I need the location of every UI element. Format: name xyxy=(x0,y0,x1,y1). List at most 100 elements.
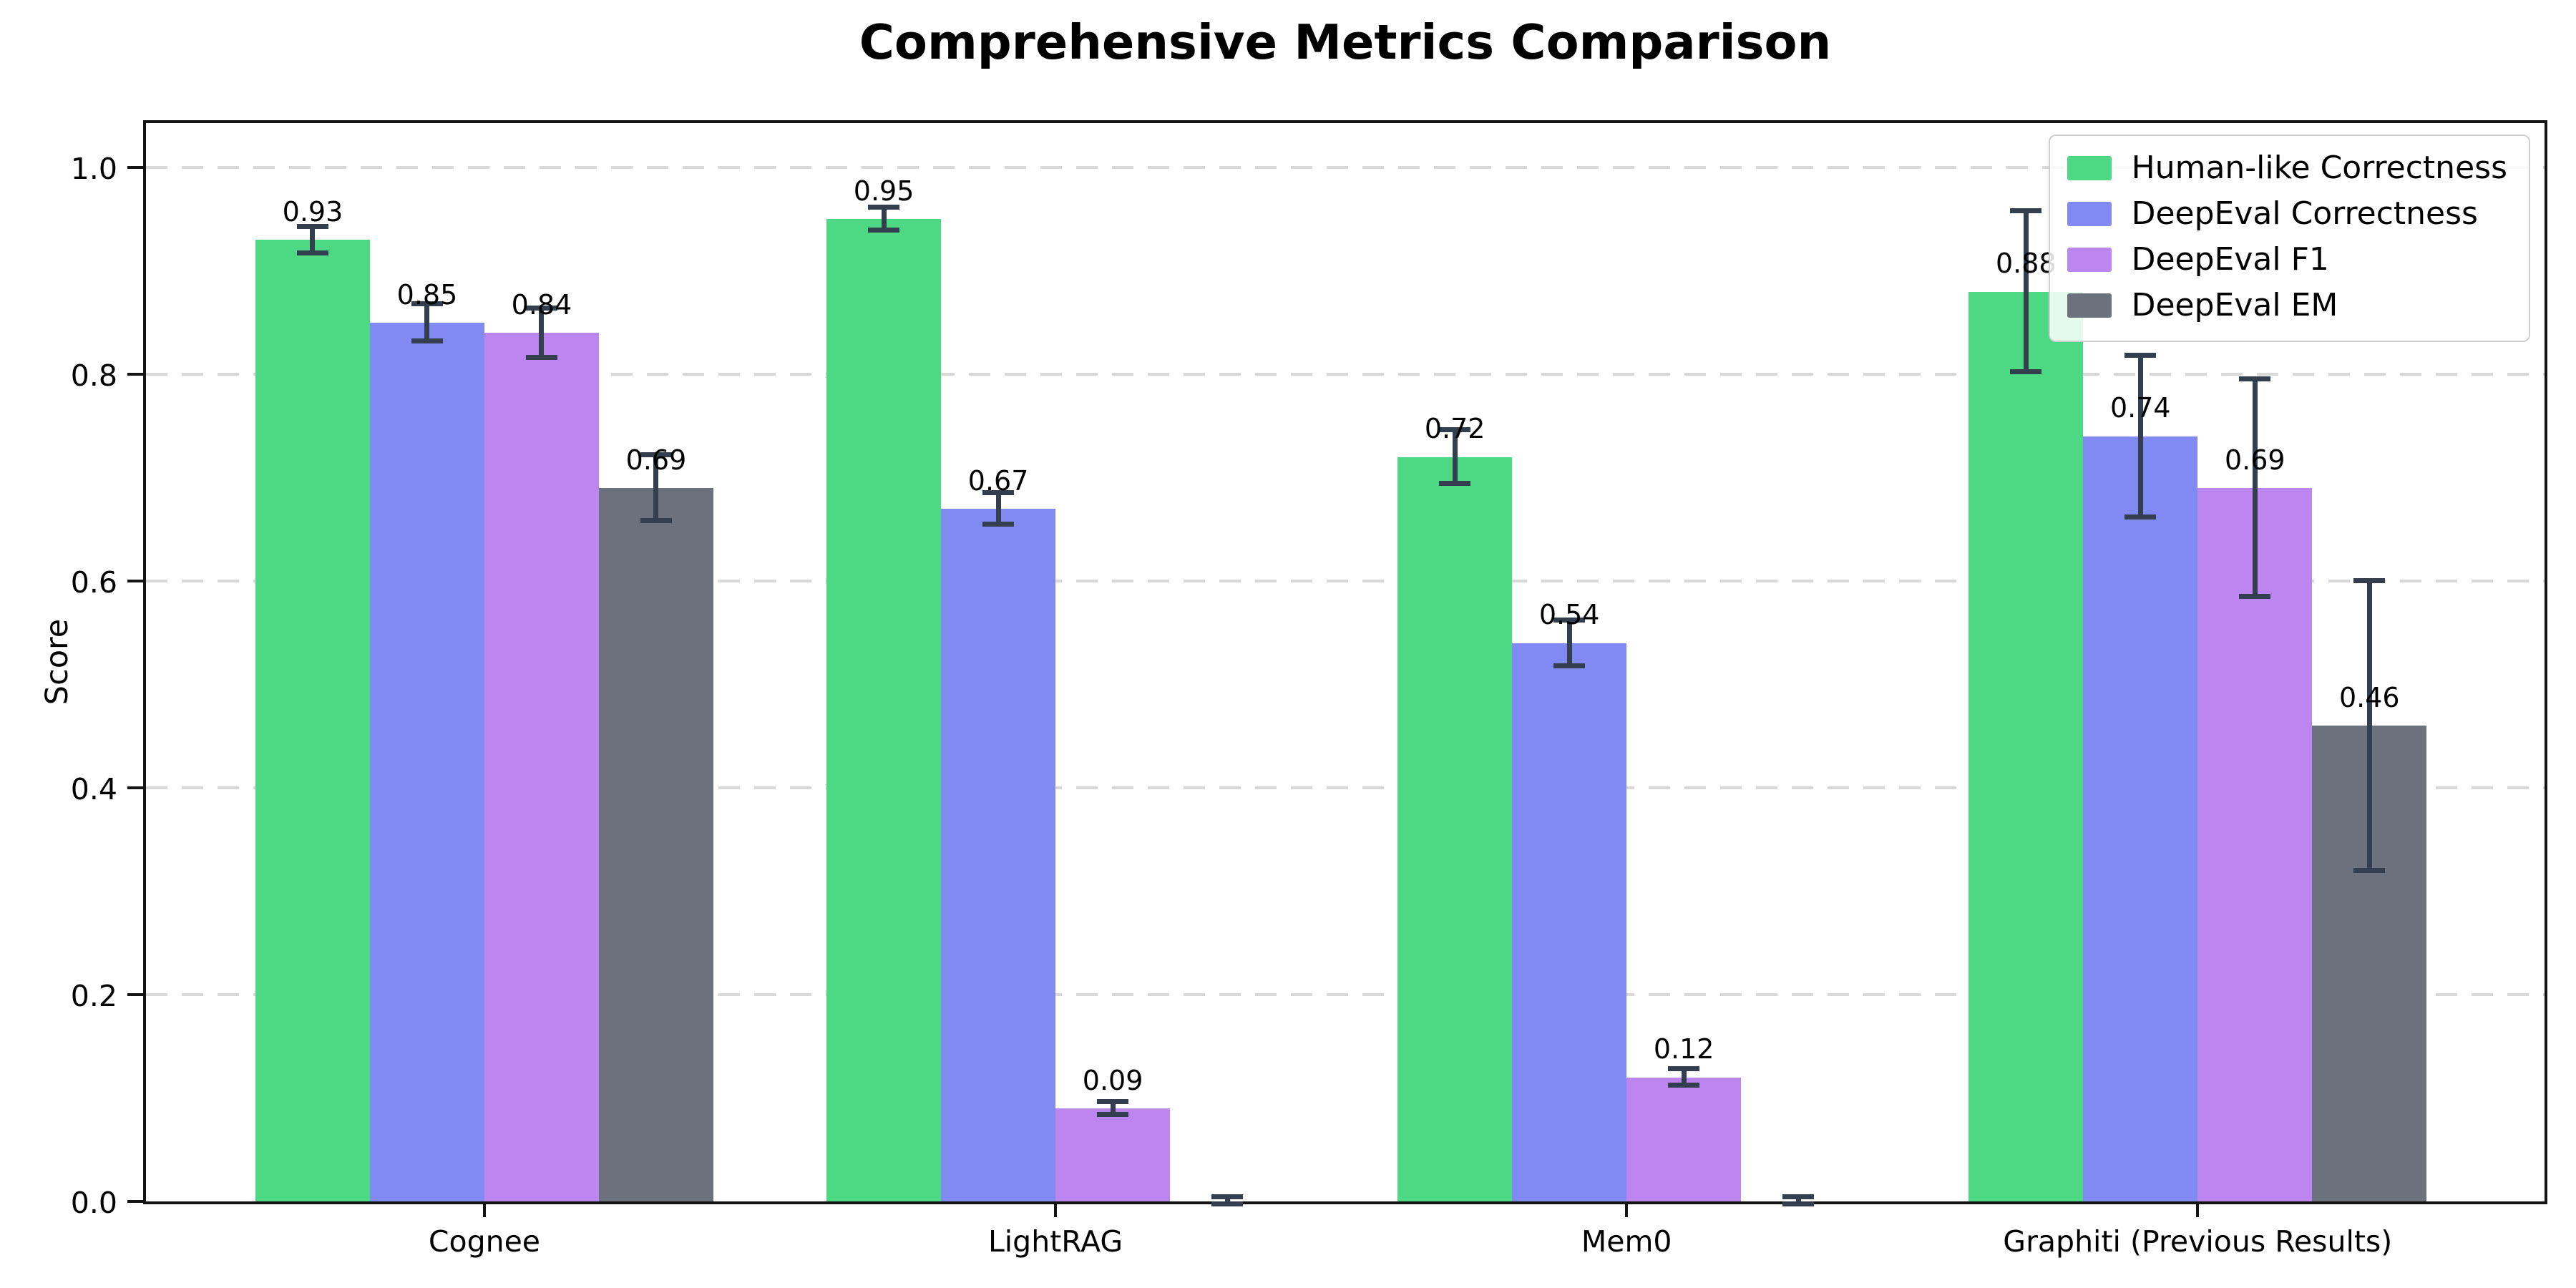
bar xyxy=(1512,643,1627,1201)
error-bar-cap xyxy=(1439,481,1471,487)
error-bar-cap xyxy=(1668,1083,1700,1088)
error-bar xyxy=(424,303,430,341)
error-bar-cap xyxy=(640,518,672,524)
error-bar-cap xyxy=(2353,867,2386,873)
chart-title: Comprehensive Metrics Comparison xyxy=(859,14,1832,70)
y-tick-mark xyxy=(127,1200,143,1203)
bar-value-label: 0.72 xyxy=(1424,413,1485,445)
bar-value-label: 0.69 xyxy=(625,444,687,476)
error-bar-cap xyxy=(2124,353,2157,358)
error-bar-cap xyxy=(1211,1201,1244,1206)
error-bar xyxy=(310,226,316,254)
error-bar-cap xyxy=(525,305,557,311)
error-bar xyxy=(1110,1102,1116,1115)
error-bar xyxy=(1566,620,1572,666)
legend-swatch xyxy=(2067,156,2112,180)
error-bar-cap xyxy=(2010,208,2042,213)
bar-value-label: 0.84 xyxy=(511,288,572,321)
error-bar-cap xyxy=(525,355,557,360)
error-bar-cap xyxy=(1097,1111,1129,1117)
gridline xyxy=(146,786,2545,790)
error-bar-cap xyxy=(1439,427,1471,433)
y-axis-label: Score xyxy=(39,618,75,706)
bar xyxy=(2083,436,2198,1201)
y-tick-label: 0.0 xyxy=(70,1186,117,1220)
y-tick-mark xyxy=(127,993,143,997)
error-bar-cap xyxy=(296,223,328,229)
error-bar-cap xyxy=(1097,1099,1129,1105)
error-bar-cap xyxy=(1782,1194,1815,1200)
error-bar-cap xyxy=(2124,514,2157,519)
x-tick-mark xyxy=(1625,1201,1629,1217)
y-tick-label: 0.8 xyxy=(70,358,117,394)
bar-value-label: 0.93 xyxy=(282,195,343,228)
bar-value-label: 0.95 xyxy=(853,175,914,208)
error-bar-cap xyxy=(868,205,900,210)
error-bar-cap xyxy=(1782,1201,1815,1206)
x-tick-label: Mem0 xyxy=(1581,1224,1672,1259)
error-bar-cap xyxy=(2239,376,2271,382)
bar xyxy=(941,508,1056,1201)
bar xyxy=(484,333,599,1201)
x-tick-mark xyxy=(482,1201,486,1217)
legend-item: Human-like Correctness xyxy=(2067,147,2507,189)
error-bar-cap xyxy=(868,228,900,233)
legend-label: DeepEval EM xyxy=(2131,287,2338,323)
legend-item: DeepEval Correctness xyxy=(2067,193,2507,235)
error-bar-cap xyxy=(1553,663,1586,668)
y-tick-mark xyxy=(127,786,143,790)
bar xyxy=(826,219,942,1201)
legend-item: DeepEval F1 xyxy=(2067,239,2507,280)
error-bar-cap xyxy=(982,521,1015,527)
legend-label: DeepEval F1 xyxy=(2131,241,2329,278)
x-tick-label: LightRAG xyxy=(987,1224,1123,1259)
error-bar xyxy=(2137,356,2143,517)
bar-value-label: 0.54 xyxy=(1538,599,1600,631)
bar xyxy=(1626,1077,1742,1201)
error-bar xyxy=(2023,210,2029,373)
error-bar xyxy=(653,454,659,522)
y-tick-label: 0.6 xyxy=(70,565,117,600)
error-bar-cap xyxy=(2239,593,2271,599)
gridline xyxy=(146,993,2545,997)
error-bar-cap xyxy=(2010,369,2042,375)
bar xyxy=(598,488,713,1201)
error-bar-cap xyxy=(1668,1066,1700,1072)
error-bar xyxy=(539,308,545,358)
error-bar xyxy=(2252,379,2258,597)
error-bar-cap xyxy=(411,301,443,306)
y-tick-label: 0.2 xyxy=(70,979,117,1014)
x-tick-label: Graphiti (Previous Results) xyxy=(2003,1224,2393,1259)
bar xyxy=(1055,1108,1171,1201)
bar-value-label: 0.67 xyxy=(967,464,1029,497)
error-bar-cap xyxy=(1211,1194,1244,1200)
y-tick-label: 1.0 xyxy=(70,152,117,187)
gridline xyxy=(146,580,2545,583)
error-bar-cap xyxy=(640,452,672,457)
legend: Human-like Correctness DeepEval Correctne… xyxy=(2048,135,2530,342)
error-bar xyxy=(1681,1069,1687,1086)
bar-value-label: 0.69 xyxy=(2224,444,2285,476)
error-bar-cap xyxy=(411,338,443,343)
bar-value-label: 0.74 xyxy=(2109,392,2171,424)
y-tick-mark xyxy=(127,166,143,170)
y-tick-label: 0.4 xyxy=(70,772,117,807)
bar xyxy=(369,322,484,1201)
y-tick-mark xyxy=(127,580,143,583)
x-tick-mark xyxy=(2196,1201,2200,1217)
legend-swatch xyxy=(2067,248,2112,272)
bar xyxy=(1968,291,2084,1201)
gridline xyxy=(146,373,2545,376)
x-tick-mark xyxy=(1054,1201,1058,1217)
error-bar xyxy=(2366,581,2372,871)
error-bar-cap xyxy=(2353,578,2386,584)
error-bar-cap xyxy=(982,490,1015,496)
legend-swatch xyxy=(2067,202,2112,226)
error-bar xyxy=(995,493,1001,525)
gridline xyxy=(146,166,2545,170)
bar-value-label: 0.09 xyxy=(1082,1064,1143,1096)
bar xyxy=(2197,488,2313,1201)
bar xyxy=(255,240,370,1201)
error-bar-cap xyxy=(296,250,328,256)
